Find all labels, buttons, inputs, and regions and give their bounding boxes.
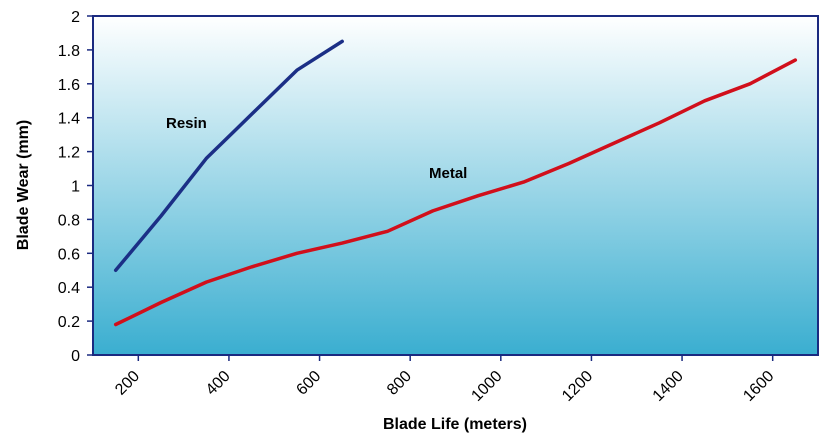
plot-area (93, 16, 818, 355)
x-tick-label: 1200 (559, 368, 596, 405)
x-tick-label: 1400 (650, 368, 687, 405)
series-line-metal (113, 58, 798, 327)
y-tick-label: 0 (71, 348, 80, 365)
x-tick-label: 1600 (740, 368, 777, 405)
series-label-resin: Resin (166, 115, 207, 132)
y-tick-label: 0.4 (58, 280, 80, 297)
y-tick-label: 2 (71, 9, 80, 26)
x-tick-label: 400 (203, 368, 234, 399)
x-tick-label: 200 (112, 368, 143, 399)
series-layer (113, 39, 798, 327)
y-tick-label: 0.2 (58, 314, 80, 331)
y-tick-label: 1.6 (58, 77, 80, 94)
ticks-layer (87, 15, 774, 361)
y-tick-label: 1.2 (58, 145, 80, 162)
series-label-metal: Metal (429, 165, 467, 182)
y-tick-label: 0.6 (58, 246, 80, 263)
y-tick-label: 0.8 (58, 212, 80, 229)
y-tick-label: 1.4 (58, 111, 80, 128)
x-axis-title: Blade Life (meters) (383, 416, 527, 433)
x-tick-label: 800 (384, 368, 415, 399)
y-axis-title: Blade Wear (mm) (15, 120, 32, 250)
y-tick-label: 1 (71, 179, 80, 196)
x-tick-label: 600 (293, 368, 324, 399)
y-tick-label: 1.8 (58, 43, 80, 60)
series-line-resin (113, 39, 344, 273)
x-tick-label: 1000 (468, 368, 505, 405)
